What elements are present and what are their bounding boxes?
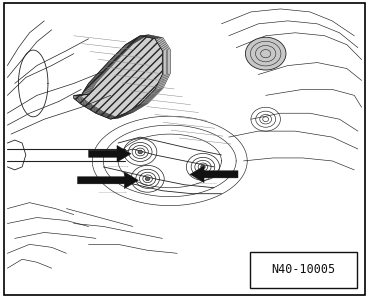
Polygon shape xyxy=(77,172,138,189)
Circle shape xyxy=(145,177,150,181)
Circle shape xyxy=(138,150,142,154)
Polygon shape xyxy=(89,145,131,162)
Circle shape xyxy=(201,165,205,169)
Text: N40-10005: N40-10005 xyxy=(272,263,336,276)
Polygon shape xyxy=(190,166,238,183)
Polygon shape xyxy=(74,36,162,119)
Circle shape xyxy=(245,37,286,70)
Bar xyxy=(250,252,357,288)
